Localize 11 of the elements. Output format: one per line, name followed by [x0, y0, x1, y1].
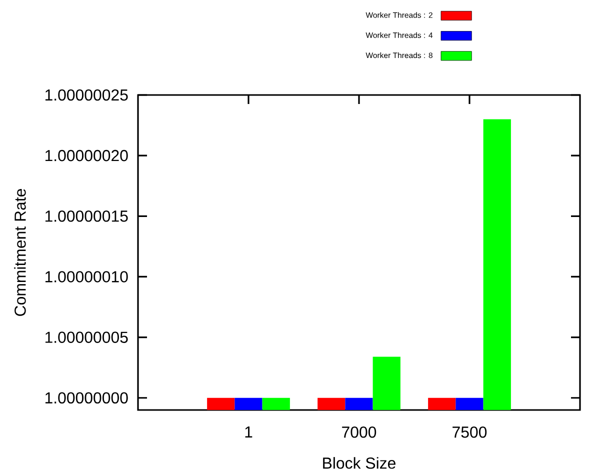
y-axis-title: Commitment Rate — [14, 189, 26, 316]
x-tick-label: 7500 — [452, 426, 487, 438]
y-tick-label: 1.00000005 — [45, 332, 128, 343]
y-tick-label: 1.00000025 — [45, 89, 128, 101]
x-axis-title: Block Size — [323, 457, 396, 469]
x-tick-label: 7000 — [342, 426, 376, 438]
y-tick-label: 1.00000020 — [45, 150, 128, 162]
x-tick-label: 1 — [245, 426, 252, 438]
y-tick-label: 1.00000000 — [45, 392, 128, 404]
y-tick-label: 1.00000010 — [45, 271, 128, 282]
y-tick-label: 1.00000015 — [45, 210, 128, 222]
